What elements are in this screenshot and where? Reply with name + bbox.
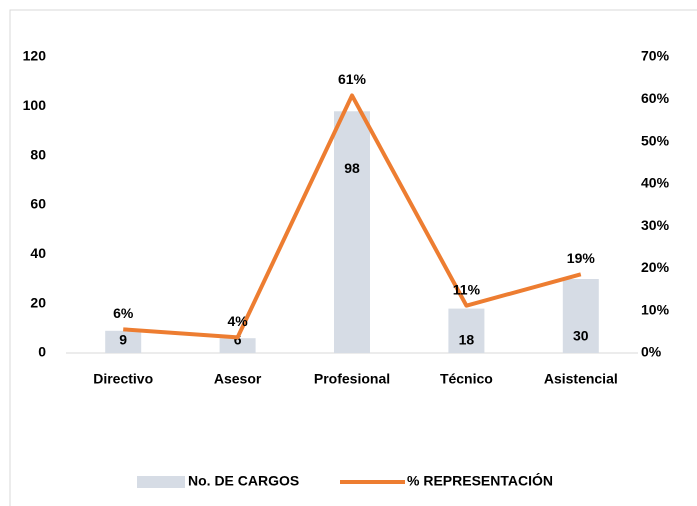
y-tick-label: 0 xyxy=(38,344,46,360)
legend-label: % REPRESENTACIÓN xyxy=(407,472,553,489)
bar-label: 98 xyxy=(344,160,360,176)
x-tick-label: Asistencial xyxy=(544,371,618,387)
legend-label: No. DE CARGOS xyxy=(188,473,299,489)
x-tick-label: Profesional xyxy=(314,371,390,387)
y-tick-label: 100 xyxy=(23,97,47,113)
y-tick-label: 60 xyxy=(30,196,46,212)
x-tick-label: Directivo xyxy=(93,371,153,387)
bar-label: 9 xyxy=(119,332,127,348)
line-label: 19% xyxy=(567,250,596,266)
y-tick-label: 80 xyxy=(30,146,46,162)
bar-label: 18 xyxy=(459,332,475,348)
y2-tick-label: 50% xyxy=(641,132,670,148)
y2-tick-label: 60% xyxy=(641,90,670,106)
line xyxy=(123,93,582,340)
bar-label: 30 xyxy=(573,328,589,344)
y2-tick-label: 10% xyxy=(641,301,670,317)
line-label: 61% xyxy=(338,71,367,87)
y-tick-label: 120 xyxy=(23,48,47,64)
y2-tick-label: 70% xyxy=(641,48,670,64)
y2-tick-label: 30% xyxy=(641,217,670,233)
line-label: 4% xyxy=(227,313,248,329)
line-label: 6% xyxy=(113,305,134,321)
x-tick-label: Técnico xyxy=(440,371,493,387)
y2-tick-label: 20% xyxy=(641,259,670,275)
bar xyxy=(448,308,485,353)
y-tick-label: 20 xyxy=(30,294,46,310)
bar xyxy=(562,279,599,353)
x-tick-label: Asesor xyxy=(214,371,262,387)
chart-frame xyxy=(9,9,697,506)
y2-tick-label: 0% xyxy=(641,344,662,360)
y-tick-label: 40 xyxy=(30,245,46,261)
bar xyxy=(105,330,142,353)
y2-tick-label: 40% xyxy=(641,175,670,191)
bar xyxy=(219,338,256,353)
bar xyxy=(334,111,370,354)
line-label: 11% xyxy=(453,281,481,297)
legend-swatch xyxy=(137,476,185,488)
bar-label: 6 xyxy=(234,332,242,348)
